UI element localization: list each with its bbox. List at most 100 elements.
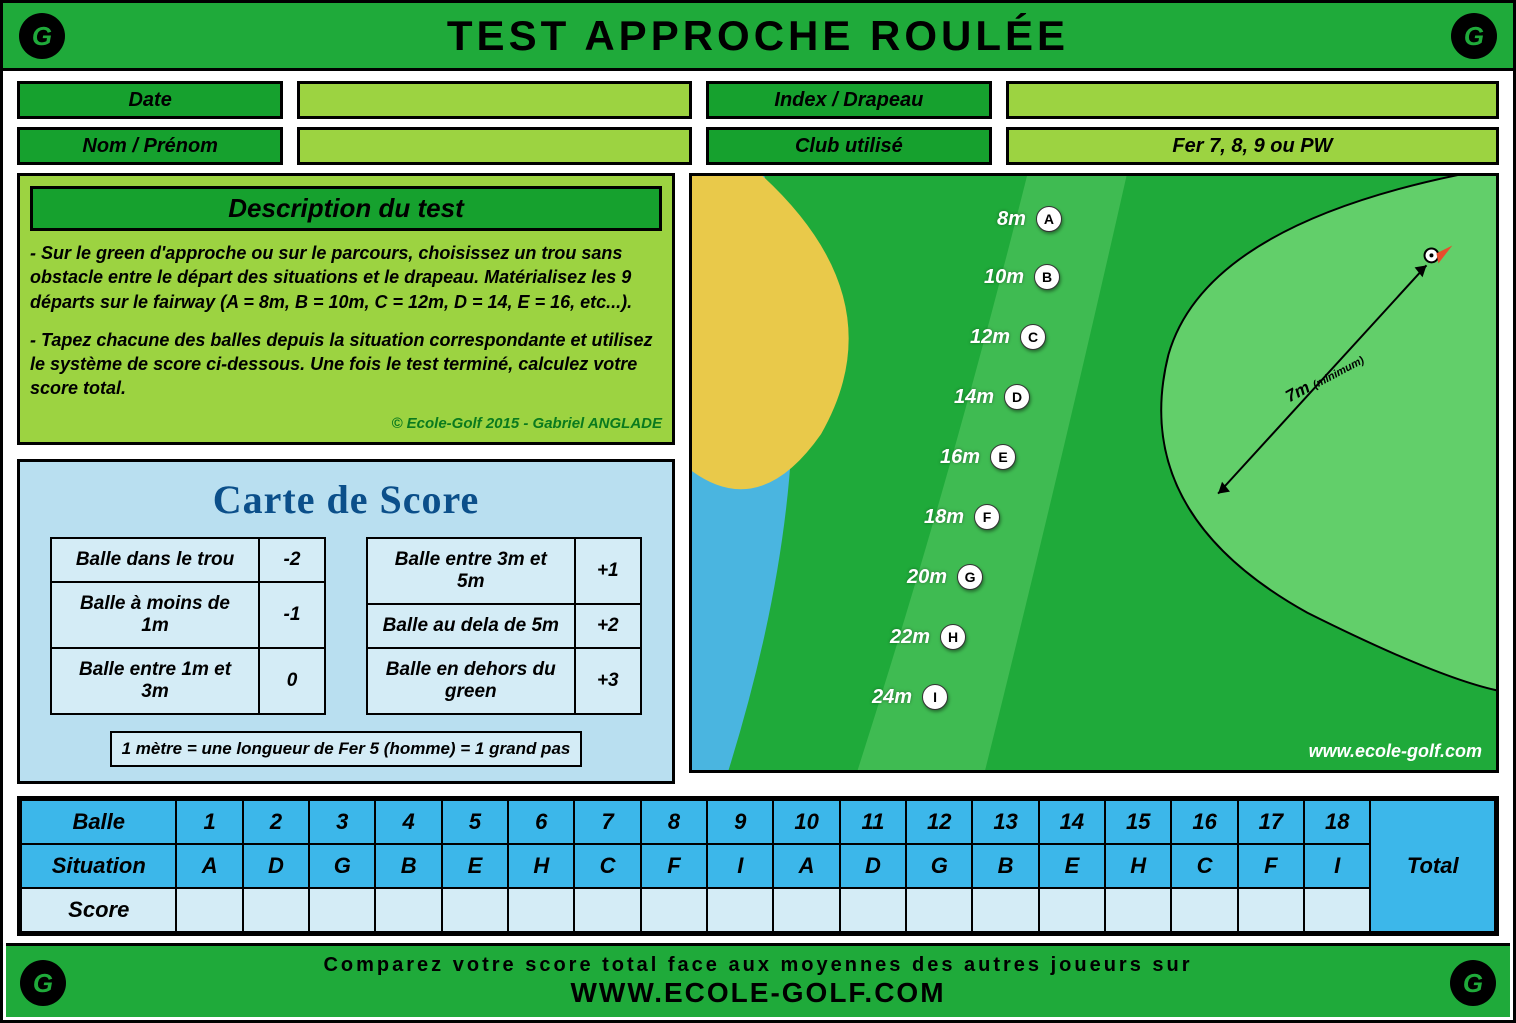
course-marker: 8mA: [997, 206, 1062, 232]
table-cell[interactable]: [375, 888, 441, 932]
table-cell[interactable]: [1105, 888, 1171, 932]
table-cell: 11: [840, 800, 906, 844]
course-marker: 24m I: [872, 684, 948, 710]
table-cell: 3: [309, 800, 375, 844]
name-input[interactable]: [297, 127, 692, 165]
table-cell: 7: [574, 800, 640, 844]
table-cell: 14: [1039, 800, 1105, 844]
marker-distance: 10m: [984, 266, 1024, 289]
table-cell: C: [574, 844, 640, 888]
table-cell: 6: [508, 800, 574, 844]
table-cell: 17: [1238, 800, 1304, 844]
marker-letter: D: [1004, 384, 1030, 410]
table-cell[interactable]: [176, 888, 242, 932]
logo-icon: G: [1451, 13, 1497, 59]
table-cell: 5: [442, 800, 508, 844]
marker-distance: 16m: [940, 446, 980, 469]
info-row-1: Date Index / Drapeau: [17, 81, 1499, 119]
diagram-site: www.ecole-golf.com: [1309, 741, 1482, 762]
table-cell[interactable]: [1171, 888, 1237, 932]
logo-icon: G: [1450, 960, 1496, 1006]
table-cell[interactable]: [508, 888, 574, 932]
header: G TEST APPROCHE ROULÉE G: [3, 3, 1513, 71]
total-label: Total: [1370, 800, 1495, 932]
logo-icon: G: [19, 13, 65, 59]
table-cell: D: [840, 844, 906, 888]
content: Date Index / Drapeau Nom / Prénom Club u…: [3, 71, 1513, 946]
info-row-2: Nom / Prénom Club utilisé Fer 7, 8, 9 ou…: [17, 127, 1499, 165]
scorecard-panel: Carte de Score Balle dans le trou-2 Ball…: [17, 459, 675, 784]
table-cell: E: [1039, 844, 1105, 888]
marker-letter: I: [922, 684, 948, 710]
marker-letter: C: [1020, 324, 1046, 350]
index-input[interactable]: [1006, 81, 1499, 119]
score-rule-label: Balle dans le trou: [51, 538, 259, 582]
index-label: Index / Drapeau: [706, 81, 992, 119]
date-input[interactable]: [297, 81, 692, 119]
table-cell[interactable]: [243, 888, 309, 932]
marker-letter: B: [1034, 264, 1060, 290]
marker-letter: E: [990, 444, 1016, 470]
table-cell[interactable]: [1304, 888, 1370, 932]
score-rule-value: +2: [575, 604, 641, 648]
score-rule-value: -1: [259, 582, 325, 648]
table-cell[interactable]: [641, 888, 707, 932]
table-cell: 13: [972, 800, 1038, 844]
score-rule-label: Balle entre 3m et 5m: [367, 538, 575, 604]
table-cell[interactable]: [906, 888, 972, 932]
marker-letter: A: [1036, 206, 1062, 232]
table-cell[interactable]: [574, 888, 640, 932]
table-cell: 10: [773, 800, 839, 844]
course-marker: 20m G: [907, 564, 983, 590]
marker-letter: G: [957, 564, 983, 590]
table-cell[interactable]: [1039, 888, 1105, 932]
marker-distance: 14m: [954, 386, 994, 409]
description-p2: - Tapez chacune des balles depuis la sit…: [30, 328, 662, 401]
score-rule-label: Balle au dela de 5m: [367, 604, 575, 648]
scorecard-note: 1 mètre = une longueur de Fer 5 (homme) …: [110, 731, 582, 767]
table-cell: 1: [176, 800, 242, 844]
scorecard-title: Carte de Score: [30, 476, 662, 523]
table-cell: H: [508, 844, 574, 888]
table-row-header: Situation: [21, 844, 176, 888]
club-input[interactable]: Fer 7, 8, 9 ou PW: [1006, 127, 1499, 165]
table-cell: G: [906, 844, 972, 888]
table-cell: I: [1304, 844, 1370, 888]
footer-line2: WWW.ECOLE-GOLF.COM: [570, 977, 945, 1009]
course-marker: 22mH: [890, 624, 966, 650]
page-title: TEST APPROCHE ROULÉE: [447, 12, 1069, 60]
table-cell: 2: [243, 800, 309, 844]
description-text: - Sur le green d'approche ou sur le parc…: [30, 241, 662, 401]
score-rule-value: +3: [575, 648, 641, 714]
score-rule-value: 0: [259, 648, 325, 714]
table-cell[interactable]: [840, 888, 906, 932]
course-marker: 10m B: [984, 264, 1060, 290]
score-table-panel: Balle123456789101112131415161718TotalSit…: [17, 796, 1499, 936]
club-label: Club utilisé: [706, 127, 992, 165]
table-cell[interactable]: [972, 888, 1038, 932]
table-cell: 4: [375, 800, 441, 844]
score-rule-value: +1: [575, 538, 641, 604]
marker-distance: 20m: [907, 566, 947, 589]
table-cell[interactable]: [707, 888, 773, 932]
table-cell[interactable]: [309, 888, 375, 932]
table-cell: 9: [707, 800, 773, 844]
marker-distance: 24m: [872, 686, 912, 709]
table-cell: 15: [1105, 800, 1171, 844]
table-row-header: Balle: [21, 800, 176, 844]
middle-section: Description du test - Sur le green d'app…: [17, 173, 1499, 784]
table-cell[interactable]: [1238, 888, 1304, 932]
table-cell: I: [707, 844, 773, 888]
table-cell[interactable]: [442, 888, 508, 932]
table-cell: F: [641, 844, 707, 888]
table-cell: A: [176, 844, 242, 888]
score-table: Balle123456789101112131415161718TotalSit…: [20, 799, 1496, 933]
course-marker: 16m E: [940, 444, 1016, 470]
table-cell: B: [972, 844, 1038, 888]
footer-line1: Comparez votre score total face aux moye…: [323, 954, 1192, 977]
score-rule-value: -2: [259, 538, 325, 582]
course-diagram: 8mA10mB12mC14mD16mE18mF20mG22mH24mI 7m (…: [689, 173, 1499, 773]
course-marker: 14m D: [954, 384, 1030, 410]
copyright: © Ecole-Golf 2015 - Gabriel ANGLADE: [30, 415, 662, 432]
table-cell[interactable]: [773, 888, 839, 932]
